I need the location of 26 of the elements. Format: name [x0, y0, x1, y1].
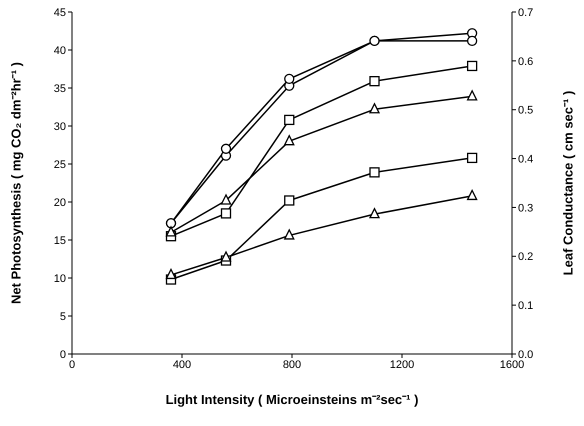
x-axis-title: Light Intensity ( Microeinsteins m⁻²sec⁻¹ ) [166, 392, 418, 407]
y2-tick-label: 0.7 [518, 6, 534, 19]
y-tick-label: 40 [54, 44, 66, 57]
y-axis-title: Net Photosynthesis ( mg CO₂ dm⁻²hr⁻¹ ) [8, 62, 24, 304]
y-tick-label: 45 [54, 6, 66, 19]
y-tick-label: 30 [54, 120, 66, 133]
y-tick-label: 15 [54, 234, 66, 247]
y2-axis-title: Leaf Conductance ( cm sec⁻¹ ) [560, 90, 576, 276]
y2-tick-label: 0.6 [518, 56, 534, 68]
y2-tick-label: 0.2 [518, 251, 534, 264]
x-tick-label: 400 [172, 358, 192, 371]
y-tick-label: 25 [54, 158, 66, 171]
y-tick-label: 35 [54, 82, 66, 95]
y-tick-label: 20 [54, 196, 66, 209]
y2-tick-label: 0.3 [518, 202, 534, 214]
y-tick-label: 0 [60, 348, 66, 361]
y-tick-label: 10 [54, 272, 66, 285]
y2-tick-label: 0.4 [518, 153, 534, 166]
y2-tick-label: 0.5 [518, 104, 534, 117]
y2-tick-label: 0.1 [518, 300, 534, 312]
x-tick-label: 1200 [390, 358, 414, 371]
y-tick-label: 5 [60, 310, 66, 323]
x-tick-label: 1600 [500, 358, 524, 371]
y2-tick-label: 0.0 [518, 348, 534, 361]
x-tick-label: 800 [282, 358, 302, 371]
x-tick-label: 0 [68, 358, 76, 371]
